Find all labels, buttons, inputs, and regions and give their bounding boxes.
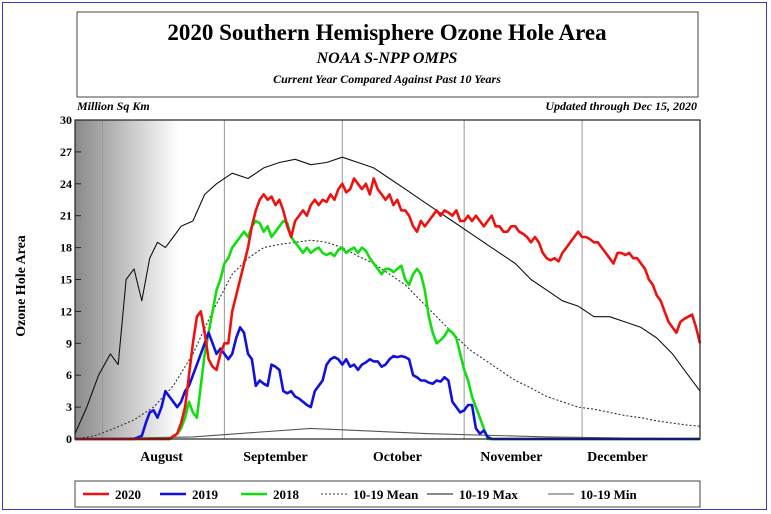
legend-label: 10-19 Mean — [353, 487, 419, 502]
y-tick-label: 27 — [60, 145, 72, 159]
chart-subtitle: NOAA S-NPP OMPS — [316, 50, 458, 67]
shaded-region — [75, 120, 179, 439]
x-tick-label: August — [140, 450, 183, 465]
y-tick-label: 3 — [66, 400, 72, 414]
series-line-10-19-mean — [74, 239, 701, 440]
x-tick-label: November — [480, 450, 542, 465]
month-boundaries — [102, 120, 583, 439]
x-axis: August September October November December — [140, 450, 648, 465]
y-tick-label: 18 — [60, 241, 72, 255]
series-line-10-19-max — [74, 156, 701, 434]
legend-label: 2020 — [115, 487, 141, 502]
unit-label: Million Sq Km — [76, 99, 150, 113]
title-box — [76, 11, 699, 98]
legend-label: 10-19 Min — [580, 487, 637, 502]
y-tick-label: 0 — [66, 432, 72, 446]
legend: 2020 2019 2018 10-19 Mean 10-19 Max 10-19 Min — [83, 487, 637, 502]
chart-subtitle-2: Current Year Compared Against Past 10 Ye… — [273, 72, 501, 86]
series-line-2018 — [75, 219, 700, 441]
legend-label: 2019 — [192, 487, 219, 502]
legend-label: 10-19 Max — [459, 487, 518, 502]
x-tick-label: September — [243, 450, 308, 465]
legend-label: 2018 — [273, 487, 300, 502]
updated-label: Updated through Dec 15, 2020 — [545, 99, 697, 113]
y-tick-label: 21 — [60, 209, 72, 223]
y-tick-label: 24 — [60, 177, 72, 191]
plot-background — [75, 120, 700, 439]
chart-title: 2020 Southern Hemisphere Ozone Hole Area — [167, 20, 607, 45]
y-axis-title: Ozone Hole Area — [14, 235, 29, 337]
y-tick-label: 15 — [60, 273, 72, 287]
y-tick-label: 12 — [60, 304, 72, 318]
x-tick-label: October — [373, 450, 422, 465]
series-line-2019 — [75, 326, 700, 441]
x-tick-label: December — [587, 450, 648, 465]
series-line-2020 — [75, 177, 702, 441]
plot-border — [74, 119, 701, 440]
y-tick-label: 30 — [60, 113, 72, 127]
y-tick-label: 6 — [66, 368, 72, 382]
ozone-chart: 2020 Southern Hemisphere Ozone Hole Area… — [14, 11, 702, 508]
y-tick-label: 9 — [66, 336, 72, 350]
series-group — [74, 156, 702, 441]
